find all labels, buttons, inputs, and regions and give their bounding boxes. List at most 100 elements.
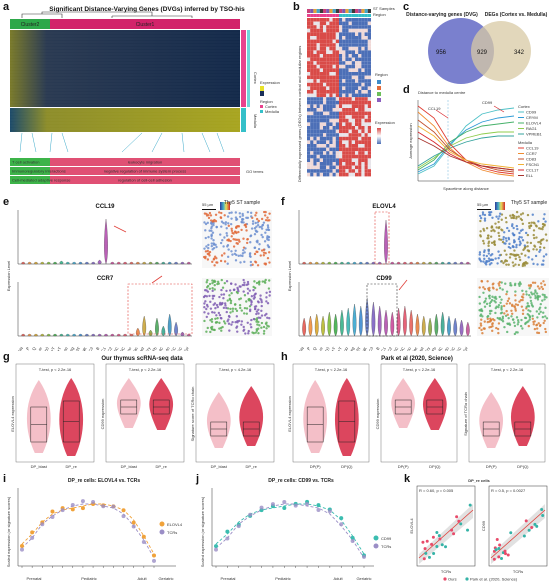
st-spot [252,331,255,335]
st-spot [261,235,264,239]
heatmap-cell [335,93,339,98]
st-spot [203,221,206,224]
heatmap-cell [323,111,327,116]
st-spot [513,305,516,308]
tcr-point [316,507,321,512]
heatmap-cell [345,86,349,90]
st-spot [520,305,524,308]
st-spot [507,245,511,249]
heatmap-cell [310,39,314,44]
heatmap-cell [364,72,368,76]
panel-k-stat-1: R = 0.60, p = 0.005 [419,488,454,493]
heatmap-cell [364,172,368,177]
violin-shape [161,325,166,337]
panel-a-heatmap: Significant Distance-Varying Genes (DVGs… [10,6,280,184]
heatmap-cell [310,111,314,116]
heatmap-cell [326,46,330,51]
heatmap-cell [307,118,311,123]
heatmap-cell [335,122,339,126]
gene-point [141,534,146,539]
st-spot [210,234,213,237]
violin-shape [466,261,470,265]
violin-shape [302,261,306,265]
heatmap-cell [310,68,314,72]
st-spot [209,307,213,310]
heatmap-cell [367,68,371,72]
heatmap-cell [339,25,343,29]
heatmap-cell [348,126,352,130]
gene-point [20,543,24,548]
heatmap-cell [361,172,365,177]
heatmap-cell [358,90,362,94]
violin-shape [180,261,185,265]
st-spot [248,289,251,292]
heatmap-cell [332,147,336,152]
violin-shape [59,378,84,456]
st-spot [225,232,228,235]
st-spot [533,281,537,284]
heatmap-cell [358,136,362,141]
st-spot [255,329,259,332]
heatmap-cell [364,61,368,65]
venn-left-title: Distance-varying genes (DVG) [406,12,478,18]
st-spot [505,292,508,296]
heatmap-cell [313,111,317,116]
heatmap-cell [307,115,311,119]
st-spot [536,294,540,298]
violin-shape [21,261,26,265]
violin-shape [466,321,470,337]
st-spot [521,309,525,312]
st-spot [523,244,527,247]
st-spot [215,314,218,317]
st-spot [249,264,253,267]
heatmap-cell [323,36,327,40]
heatmap-cell [323,64,327,69]
st-spot [212,239,215,242]
st-spot [246,321,249,324]
scatter-point [427,555,431,559]
gene-point [50,509,55,514]
gene-trend-curve [215,503,365,555]
heatmap-cell [358,158,362,162]
heatmap-cell [339,46,343,51]
heatmap-cell [335,104,339,108]
st-spot [526,245,529,248]
cell-type-label: DP_P [302,346,312,351]
st-spot [535,248,538,251]
heatmap-cell [358,32,362,36]
st-spot [518,284,521,287]
tcr-point [327,509,332,514]
st-spot [527,256,530,259]
heatmap-cell [348,54,352,58]
st-spot [521,212,525,215]
st-spot [260,321,264,325]
heatmap-cell [367,104,371,108]
heatmap-cell [310,172,314,177]
violin-shape [59,260,64,265]
st-spot [496,262,499,265]
st-spot [221,239,224,242]
st-spot [526,213,530,217]
heatmap-cell [326,54,330,58]
heatmap-cell [329,36,333,40]
heatmap-cell [316,172,320,177]
cortex-side-label: Cortex [253,72,258,84]
cell-type-label: Fb [431,345,438,351]
heatmap-cell [355,165,359,170]
st-spot [491,324,494,328]
panel-label-c: c [403,1,410,13]
heatmap-cell [351,21,355,26]
violin-shape [53,333,57,337]
heatmap-cell [313,61,317,65]
violin-shape [155,261,159,265]
cell-type-label: Epi [182,346,189,351]
panel-j-stage-2: Pediatric [275,576,291,581]
heatmap-cell [342,158,346,162]
st-spot [240,220,243,224]
heatmap-cell [348,169,352,173]
heatmap-cell [335,75,339,80]
region-bar-cell [335,14,339,17]
st-spot [221,286,225,289]
violin-shape [46,333,51,337]
st-spot [496,327,500,331]
